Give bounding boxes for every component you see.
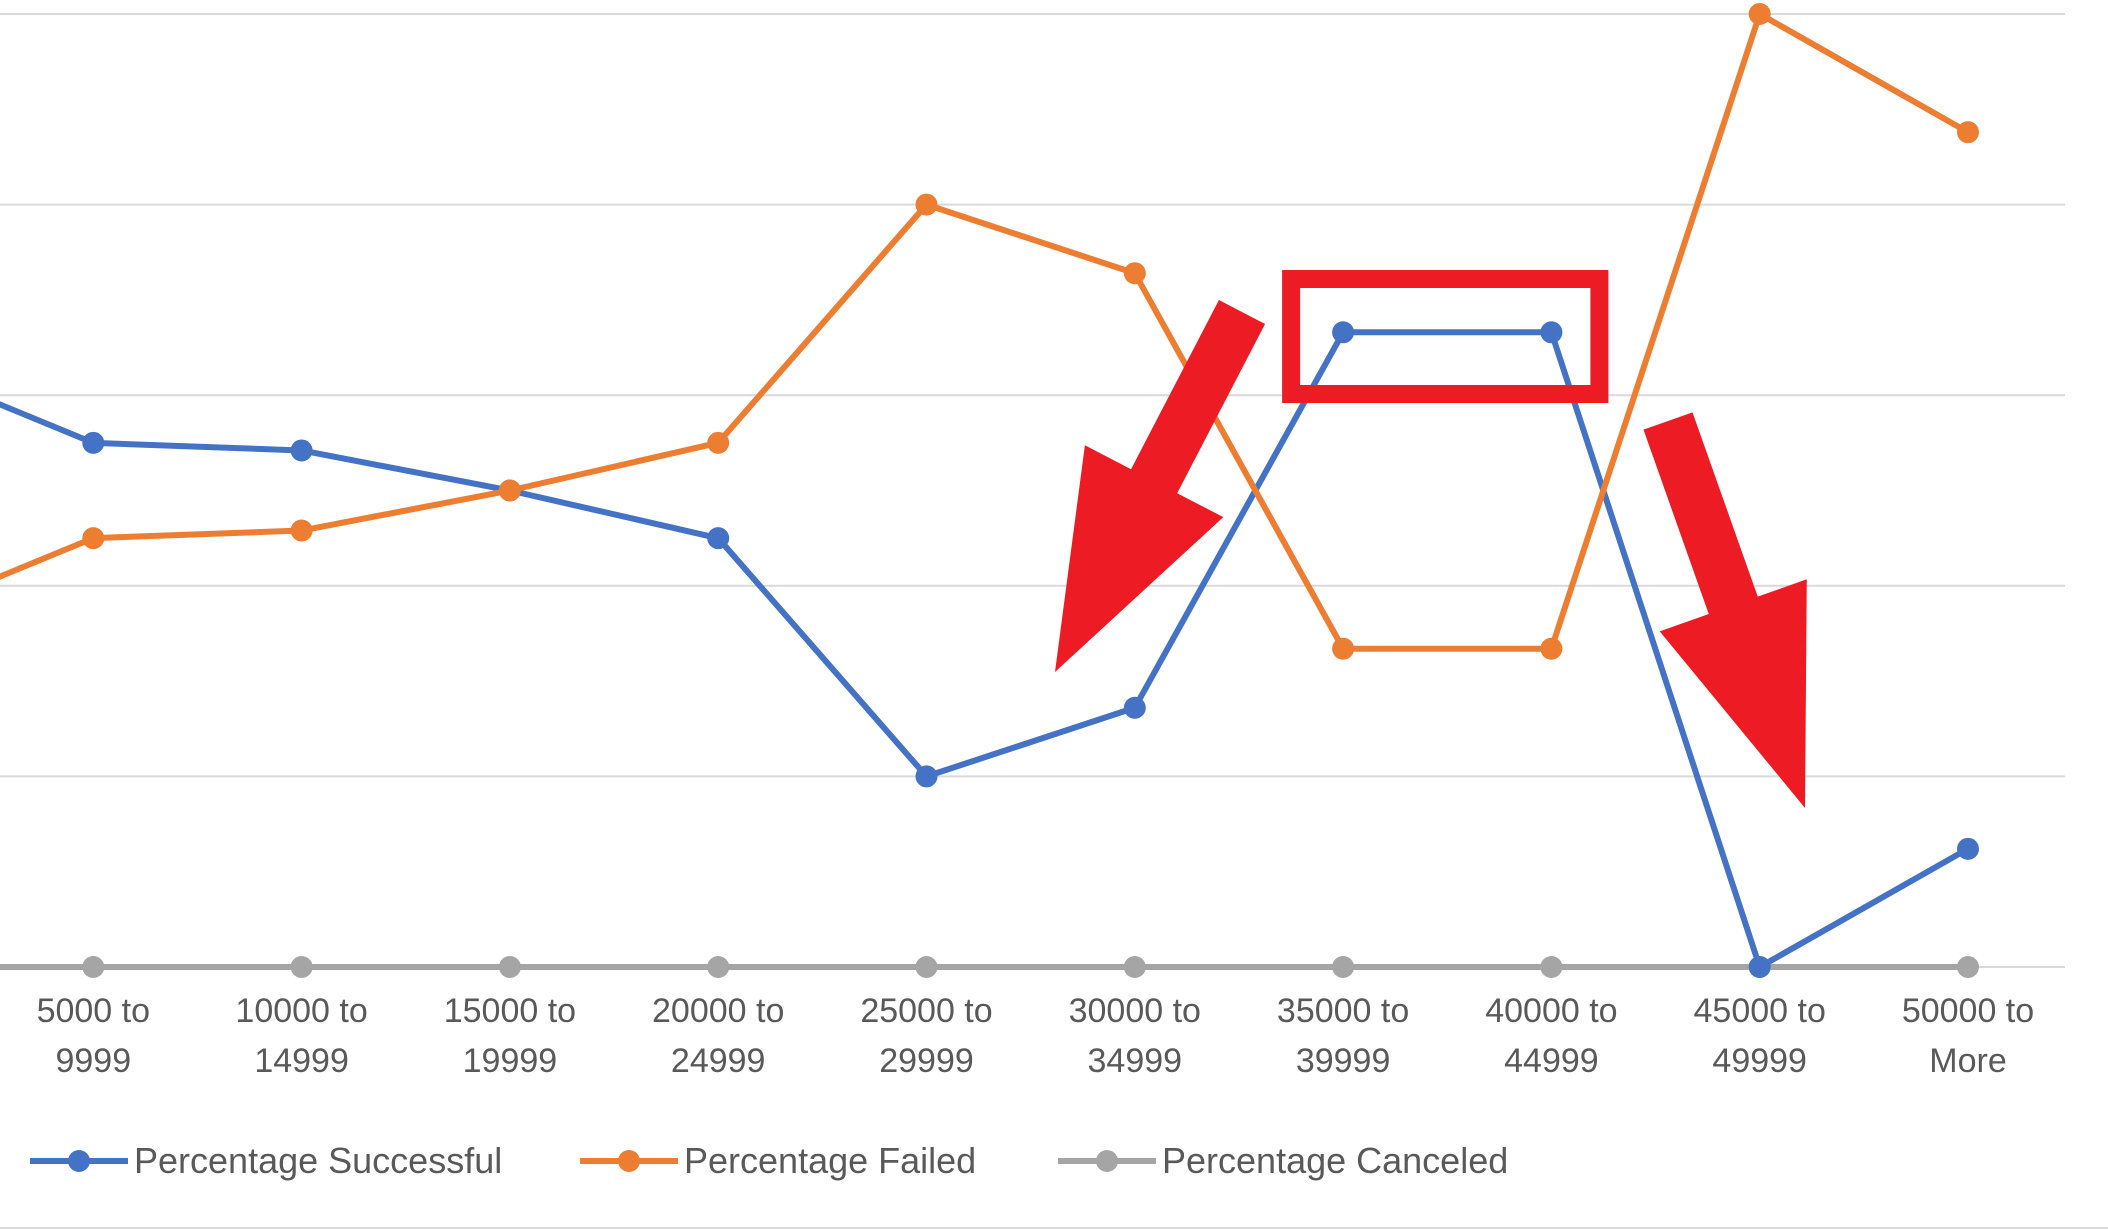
x-tick-label: 50000 to More bbox=[1902, 992, 2034, 1080]
data-point bbox=[1540, 637, 1563, 660]
data-point bbox=[82, 956, 105, 978]
data-point bbox=[1957, 121, 1979, 144]
data-point bbox=[290, 439, 313, 462]
legend: Percentage Successful Percentage Failed Pe… bbox=[30, 1140, 1508, 1181]
x-tick-label: 40000 to 44999 bbox=[1485, 992, 1617, 1080]
data-point bbox=[290, 956, 313, 978]
highlight-box bbox=[1282, 270, 1609, 403]
data-point bbox=[1332, 321, 1355, 344]
legend-label: Percentage Failed bbox=[684, 1140, 976, 1181]
down-arrow-1 bbox=[1055, 300, 1266, 672]
x-tick-label: 30000 to 34999 bbox=[1069, 992, 1201, 1080]
x-tick-label: 15000 to 19999 bbox=[444, 992, 576, 1080]
gridlines bbox=[0, 13, 2065, 968]
data-point bbox=[707, 956, 730, 978]
data-point bbox=[1540, 321, 1563, 344]
x-axis-tick-labels: 5000 to 9999 10000 to 14999 15000 to 19999 200… bbox=[37, 992, 2035, 1080]
data-point bbox=[498, 956, 521, 978]
data-point bbox=[82, 431, 105, 454]
data-point bbox=[707, 431, 730, 454]
data-point bbox=[1332, 956, 1355, 978]
data-point bbox=[1957, 837, 1979, 860]
data-point bbox=[1748, 3, 1771, 25]
x-tick-label: 5000 to 9999 bbox=[37, 992, 150, 1080]
x-tick-label: 20000 to 24999 bbox=[652, 992, 784, 1080]
legend-label: Percentage Successful bbox=[134, 1140, 502, 1181]
x-tick-label: 25000 to 29999 bbox=[860, 992, 992, 1080]
legend-swatch-marker bbox=[68, 1150, 90, 1172]
series-line-2 bbox=[0, 11, 1970, 652]
x-tick-label: 10000 to 14999 bbox=[235, 992, 367, 1080]
data-point bbox=[498, 479, 521, 502]
data-point bbox=[290, 519, 313, 542]
data-point bbox=[915, 956, 938, 978]
data-point bbox=[82, 527, 105, 550]
x-tick-label: 35000 to 39999 bbox=[1277, 992, 1409, 1080]
data-point bbox=[1123, 262, 1146, 285]
data-point bbox=[915, 193, 938, 216]
data-point bbox=[1540, 956, 1563, 978]
x-tick-label: 45000 to 49999 bbox=[1694, 992, 1826, 1080]
data-point bbox=[1123, 696, 1146, 719]
data-point bbox=[1957, 956, 1979, 978]
legend-swatch-marker bbox=[618, 1150, 640, 1172]
annotations bbox=[1055, 270, 1807, 808]
data-point bbox=[707, 527, 730, 550]
down-arrow-2 bbox=[1643, 412, 1807, 808]
legend-swatch-marker bbox=[1096, 1150, 1118, 1172]
data-point bbox=[1332, 637, 1355, 660]
data-point bbox=[1123, 956, 1146, 978]
legend-label: Percentage Canceled bbox=[1162, 1140, 1508, 1181]
data-point bbox=[1748, 956, 1771, 978]
data-point bbox=[915, 765, 938, 788]
series-points bbox=[82, 3, 1979, 978]
